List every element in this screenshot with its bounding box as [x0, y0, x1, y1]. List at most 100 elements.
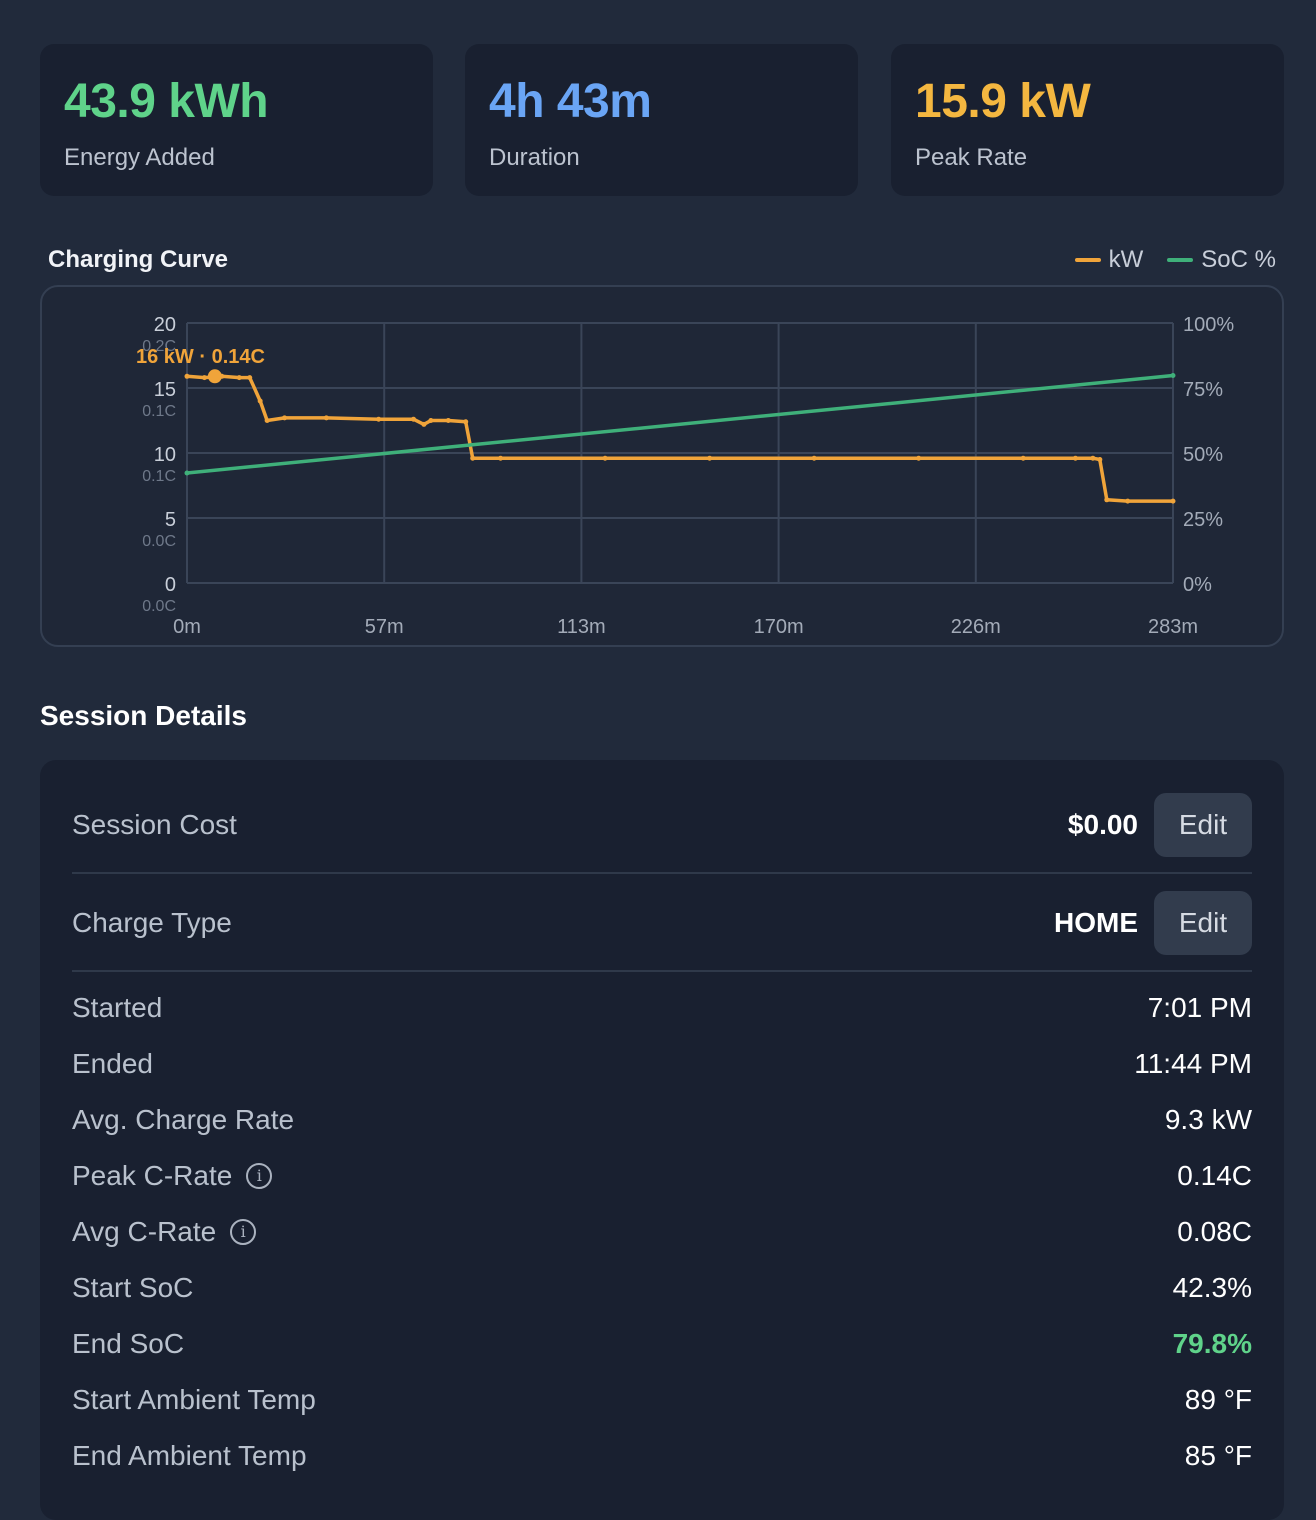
edit-session-cost-button[interactable]: Edit [1154, 793, 1252, 857]
peak-c-rate-label: Peak C-Rate [72, 1160, 233, 1191]
divider [72, 970, 1252, 972]
detail-row-start-ambient-temp: Start Ambient Temp 89 °F [72, 1372, 1252, 1428]
y-left-sub-tick-label: 0.1C [142, 468, 176, 485]
series-point-kw [247, 375, 253, 381]
legend-item-kw: kW [1074, 246, 1143, 274]
end-ambient-temp-label: End Ambient Temp [72, 1440, 307, 1471]
start-soc-value: 42.3% [1172, 1272, 1252, 1303]
chart-svg: 0 0.0C 5 0.0C 10 0.1C 15 0.1C 20 0.2C 0% 25% 50% 75% 1… [136, 314, 1234, 638]
session-cost-label: Session Cost [72, 809, 237, 840]
detail-row-end-soc: End SoC 79.8% [72, 1316, 1252, 1372]
x-tick-label: 113m [557, 616, 606, 638]
legend-swatch-kw [1074, 258, 1101, 262]
series-point-soc [1170, 373, 1176, 379]
stat-card-duration: 4h 43m Duration [465, 44, 858, 196]
detail-row-ended: Ended 11:44 PM [72, 1036, 1252, 1092]
y-left-tick-label: 5 [165, 509, 176, 531]
legend-item-soc: SoC % [1167, 246, 1276, 274]
series-point-kw [1020, 455, 1026, 461]
series-point-kw [498, 455, 504, 461]
peak-marker [207, 369, 222, 384]
series-point-kw [264, 418, 270, 423]
end-soc-value: 79.8% [1172, 1328, 1252, 1359]
series-point-kw [470, 455, 476, 461]
duration-label: Duration [489, 144, 580, 171]
y-left-tick-label: 0 [165, 574, 176, 596]
series-point-kw [376, 416, 382, 422]
series-point-kw [257, 398, 263, 404]
avg-c-rate-label: Avg C-Rate [72, 1216, 217, 1247]
chart-legend: kW SoC % [1074, 246, 1276, 274]
series-point-kw [1090, 455, 1096, 461]
avg-charge-rate-value: 9.3 kW [1164, 1104, 1252, 1135]
series-point-kw [410, 416, 416, 422]
series-point-kw [201, 375, 207, 381]
info-icon[interactable]: i [246, 1163, 273, 1189]
charge-type-row: Charge Type HOME Edit [72, 874, 1252, 972]
energy-added-value: 43.9 kWh [64, 75, 269, 128]
series-point-kw [1170, 498, 1176, 504]
series-point-kw [1072, 455, 1078, 461]
started-value: 7:01 PM [1147, 992, 1252, 1023]
detail-row-start-soc: Start SoC 42.3% [72, 1260, 1252, 1316]
stats-row: 43.9 kWh Energy Added 4h 43m Duration 15… [40, 44, 1284, 196]
stat-card-peak-rate: 15.9 kW Peak Rate [891, 44, 1284, 196]
end-ambient-temp-value: 85 °F [1184, 1440, 1252, 1471]
detail-row-avg-charge-rate: Avg. Charge Rate 9.3 kW [72, 1092, 1252, 1148]
start-ambient-temp-value: 89 °F [1184, 1384, 1252, 1415]
charge-type-label: Charge Type [72, 907, 232, 938]
info-icon[interactable]: i [230, 1219, 257, 1245]
peak-c-rate-value: 0.14C [1177, 1160, 1252, 1191]
session-cost-value: $0.00 [1067, 809, 1138, 840]
peak-rate-value: 15.9 kW [915, 75, 1091, 128]
detail-row-end-ambient-temp: End Ambient Temp 85 °F [72, 1428, 1252, 1484]
series-point-kw [445, 418, 451, 423]
peak-c-rate-label-wrap: Peak C-Rate i [72, 1160, 273, 1192]
series-point-kw [707, 455, 713, 461]
avg-c-rate-value: 0.08C [1177, 1216, 1252, 1247]
series-point-kw [184, 373, 190, 379]
y-left-tick-label: 20 [154, 314, 176, 336]
series-point-kw [236, 375, 242, 381]
legend-swatch-soc [1167, 258, 1194, 262]
series-point-kw [1097, 457, 1103, 462]
energy-added-label: Energy Added [64, 144, 215, 171]
peak-annotation: 16 kW · 0.14C [136, 346, 265, 368]
start-ambient-temp-label: Start Ambient Temp [72, 1384, 316, 1415]
series-point-kw [463, 419, 469, 425]
ended-value: 11:44 PM [1134, 1048, 1252, 1079]
series-point-kw [282, 415, 288, 421]
avg-c-rate-label-wrap: Avg C-Rate i [72, 1216, 257, 1248]
x-tick-label: 226m [951, 616, 1001, 638]
series-line-soc [185, 373, 1175, 475]
duration-value: 4h 43m [489, 75, 652, 128]
session-cost-controls: $0.00 Edit [1068, 793, 1252, 857]
x-tick-label: 0m [173, 616, 201, 638]
y-left-sub-tick-label: 0.1C [142, 403, 176, 420]
charge-type-value: HOME [1054, 907, 1138, 938]
avg-charge-rate-label: Avg. Charge Rate [72, 1104, 295, 1135]
series-point-kw [323, 415, 329, 421]
charging-curve-chart[interactable]: 0 0.0C 5 0.0C 10 0.1C 15 0.1C 20 0.2C 0% 25% 50% 75% 1… [40, 285, 1284, 647]
series-point-kw [916, 455, 922, 461]
series-point-kw [811, 455, 817, 461]
y-left-sub-tick-label: 0.0C [142, 533, 176, 550]
series-point-soc [184, 470, 190, 476]
started-label: Started [72, 992, 163, 1023]
start-soc-label: Start SoC [72, 1272, 194, 1303]
edit-charge-type-button[interactable]: Edit [1154, 891, 1252, 955]
y-right-tick-label: 100% [1183, 314, 1234, 336]
y-right-tick-label: 25% [1183, 509, 1223, 531]
ended-label: Ended [72, 1048, 153, 1079]
end-soc-label: End SoC [72, 1328, 185, 1359]
x-tick-label: 283m [1148, 616, 1198, 638]
session-details-title: Session Details [40, 700, 247, 731]
y-right-tick-label: 0% [1183, 574, 1212, 596]
detail-row-peak-c-rate: Peak C-Rate i 0.14C [72, 1148, 1252, 1204]
series-point-kw [428, 418, 434, 423]
y-left-sub-tick-label: 0.2C [142, 338, 176, 355]
legend-label-soc: SoC % [1201, 246, 1276, 273]
y-left-tick-label: 10 [154, 444, 176, 466]
series-point-kw [1104, 497, 1110, 503]
stat-card-energy: 43.9 kWh Energy Added [40, 44, 433, 196]
